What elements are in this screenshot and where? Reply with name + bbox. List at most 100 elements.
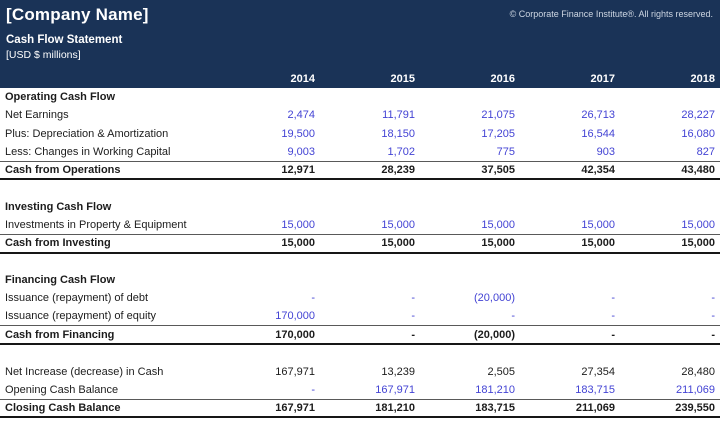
value-cell: - [520, 307, 620, 327]
table-row: Investing Cash Flow [0, 198, 720, 216]
value-cell: - [620, 325, 720, 346]
value-cell [220, 253, 320, 271]
row-label [0, 253, 220, 271]
value-cell: 26,713 [581, 109, 615, 122]
spacer-row [0, 253, 720, 271]
value-cell: 211,069 [520, 399, 620, 419]
value-cell [520, 253, 620, 271]
value-cell: - [411, 292, 415, 305]
value-cell: - [611, 292, 615, 305]
value-cell: 13,239 [381, 365, 415, 378]
table-row: Net Earnings 2,474 11,791 21,075 26,713 28,22… [0, 106, 720, 124]
years-row-spacer [0, 70, 220, 88]
value-cell [220, 344, 320, 362]
value-cell: 167,971 [220, 399, 320, 419]
value-cell: 28,227 [681, 109, 715, 122]
value-cell: 15,000 [220, 216, 320, 235]
value-cell: 27,354 [581, 365, 615, 378]
value-cell: 21,075 [481, 109, 515, 122]
year-column-header: 2016 [490, 73, 515, 85]
value-cell: 18,150 [381, 127, 415, 140]
value-cell: 15,000 [620, 216, 720, 235]
spacer-row [0, 344, 720, 362]
statement-header: [Company Name] © Corporate Finance Insti… [0, 0, 720, 70]
value-cell: - [420, 307, 520, 327]
value-cell: 16,080 [681, 127, 715, 140]
row-label [0, 344, 220, 362]
value-cell [420, 198, 520, 216]
value-cell: 183,715 [420, 399, 520, 419]
row-label: Less: Changes in Working Capital [0, 142, 220, 162]
units-label: [USD $ millions] [6, 49, 81, 61]
value-cell: 42,354 [520, 161, 620, 181]
value-cell [420, 344, 520, 362]
row-label: Plus: Depreciation & Amortization [5, 127, 169, 140]
value-cell: 19,500 [281, 127, 315, 140]
value-cell: 183,715 [520, 380, 620, 400]
copyright-notice: © Corporate Finance Institute®. All righ… [509, 9, 713, 19]
value-cell: 903 [520, 142, 620, 162]
value-cell: - [620, 307, 720, 327]
table-row: Issuance (repayment) of debt - - (20,000) - - [0, 289, 720, 307]
year-column-header: 2017 [590, 73, 615, 85]
value-cell [220, 271, 320, 289]
value-cell [620, 179, 720, 197]
row-label: Opening Cash Balance [0, 380, 220, 400]
row-label: Financing Cash Flow [5, 274, 116, 287]
row-label: Cash from Investing [0, 234, 220, 254]
value-cell: 1,702 [320, 142, 420, 162]
value-cell: 181,210 [420, 380, 520, 400]
years-header-row: 2014 2015 2016 2017 2018 [0, 70, 720, 88]
row-label [0, 179, 220, 197]
row-label: Closing Cash Balance [0, 399, 220, 419]
spacer-row [0, 179, 720, 197]
value-cell [520, 179, 620, 197]
value-cell: - [320, 307, 420, 327]
value-cell [420, 88, 520, 106]
value-cell [320, 253, 420, 271]
table-row: Cash from Investing 15,000 15,000 15,000 15,… [0, 234, 720, 254]
value-cell: 170,000 [220, 307, 320, 327]
value-cell [620, 88, 720, 106]
value-cell: 15,000 [320, 234, 420, 254]
value-cell: 15,000 [320, 216, 420, 235]
row-label: Operating Cash Flow [5, 91, 116, 104]
value-cell [620, 198, 720, 216]
row-label: Net Earnings [5, 109, 69, 122]
value-cell: (20,000) [474, 292, 515, 305]
value-cell [420, 179, 520, 197]
table-row: Plus: Depreciation & Amortization 19,500 1… [0, 125, 720, 143]
table-row: Financing Cash Flow [0, 271, 720, 289]
row-label: Net Increase (decrease) in Cash [5, 365, 164, 378]
value-cell: 17,205 [481, 127, 515, 140]
value-cell [220, 179, 320, 197]
value-cell: 15,000 [420, 216, 520, 235]
value-cell [620, 271, 720, 289]
value-cell: 775 [420, 142, 520, 162]
value-cell: 16,544 [581, 127, 615, 140]
table-row: Opening Cash Balance -167,971 181,210 183,7… [0, 380, 720, 400]
row-label: Issuance (repayment) of equity [0, 307, 220, 327]
value-cell: 43,480 [620, 161, 720, 181]
row-label: Investments in Property & Equipment [0, 216, 220, 235]
value-cell: - [220, 380, 320, 400]
value-cell: 15,000 [520, 216, 620, 235]
value-cell: - [711, 292, 715, 305]
row-label: Issuance (repayment) of debt [5, 292, 149, 305]
statement-title: Cash Flow Statement [6, 34, 123, 46]
value-cell [320, 271, 420, 289]
value-cell [520, 198, 620, 216]
table-row: Investments in Property & Equipment 15,00… [0, 216, 720, 235]
value-cell [320, 198, 420, 216]
table-row: Cash from Operations 12,971 28,239 37,505 42… [0, 161, 720, 181]
value-cell [620, 344, 720, 362]
row-label: Cash from Operations [0, 161, 220, 181]
value-cell [220, 198, 320, 216]
value-cell: 181,210 [320, 399, 420, 419]
value-cell: 211,069 [620, 380, 720, 400]
value-cell: 9,003 [220, 142, 320, 162]
value-cell [320, 179, 420, 197]
row-label: Cash from Financing [0, 325, 220, 346]
value-cell: 827 [620, 142, 720, 162]
